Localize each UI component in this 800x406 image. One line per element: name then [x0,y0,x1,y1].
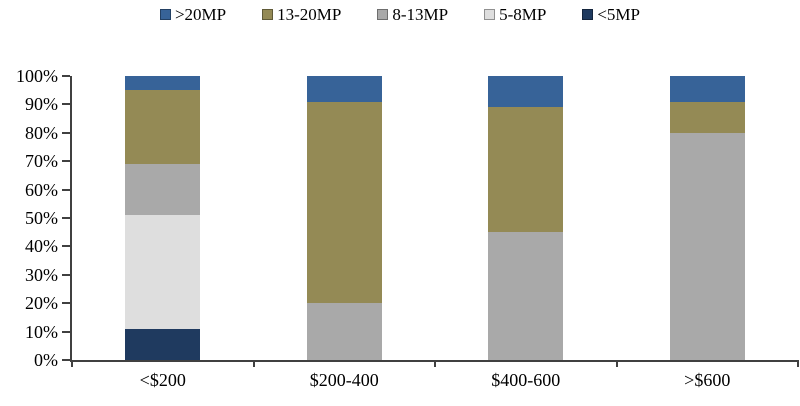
x-axis-tick [615,360,618,367]
y-axis-tick [62,359,70,361]
chart-legend: >20MP 13-20MP 8-13MP 5-8MP <5MP [0,6,800,23]
y-axis-label: 80% [25,122,58,143]
bar-segment [306,101,382,304]
y-axis-tick [62,103,70,106]
bar-segment [488,232,564,360]
y-axis-tick [62,217,70,219]
y-axis-tick [62,273,70,276]
y-axis-tick [62,75,70,77]
x-axis-label: $200-400 [309,370,379,390]
bar-segment [125,215,201,329]
x-axis-tick [71,360,73,367]
y-axis-label: 30% [25,264,58,285]
x-axis-labels: <$200 $200-400 $400-600 >$600 [72,371,798,389]
legend-item: >20MP [159,5,227,24]
bar-segment [125,328,201,360]
legend-label: <5MP [597,5,641,24]
category-cell [254,76,436,360]
y-axis-label: 0% [34,350,58,370]
y-axis-label: 70% [25,151,58,172]
legend-item: <5MP [582,6,640,23]
y-axis-tick [62,330,70,333]
bar-segment [488,107,564,233]
x-axis-label: >$600 [684,370,731,390]
y-axis-label: 40% [25,236,58,257]
category-cell [435,76,617,360]
stacked-bar [306,76,382,360]
y-axis-tick [62,131,70,134]
y-axis-tick [62,245,70,248]
y-axis-label: 90% [25,94,58,115]
legend-swatch-icon [582,9,594,20]
legend-item: 5-8MP [484,6,546,23]
legend-item: 13-20MP [262,6,341,23]
y-axis-tick [62,188,70,191]
bar-segment [488,76,564,108]
y-axis-tick [62,160,70,163]
stacked-bar [488,76,564,360]
legend-label: 5-8MP [499,5,547,24]
y-axis-label: 60% [25,179,58,200]
y-axis-tick [62,302,70,305]
bar-segment [125,76,201,91]
legend-label: 8-13MP [392,5,449,24]
y-axis-label: 100% [16,66,58,86]
legend-swatch-icon [159,9,171,20]
bar-segment [125,164,201,216]
bar-segment [669,132,745,360]
stacked-bar [125,76,201,360]
bar-segment [669,76,745,102]
bars-container [72,76,798,360]
bar-segment [669,101,745,133]
legend-item: 8-13MP [377,6,448,23]
bar-segment [125,90,201,165]
bar-segment [306,76,382,102]
category-cell [72,76,254,360]
x-axis-label: <$200 [139,370,186,390]
plot-area: <$200 $200-400 $400-600 >$600 0% 10% 20% 30% 40… [16,67,799,389]
y-axis-label: 50% [25,208,58,228]
x-axis-tick [797,360,799,367]
legend-swatch-icon [484,9,496,20]
bar-segment [306,303,382,360]
legend-label: >20MP [174,5,227,24]
x-axis-label: $400-600 [491,370,561,390]
y-axis-label: 10% [25,321,58,342]
x-axis-tick [434,360,436,367]
y-axis-label: 20% [25,293,58,314]
stacked-bar [669,76,745,360]
legend-swatch-icon [262,9,274,20]
legend-swatch-icon [377,9,389,20]
legend-label: 13-20MP [277,5,342,24]
x-axis-tick [252,360,255,367]
category-cell [617,76,799,360]
